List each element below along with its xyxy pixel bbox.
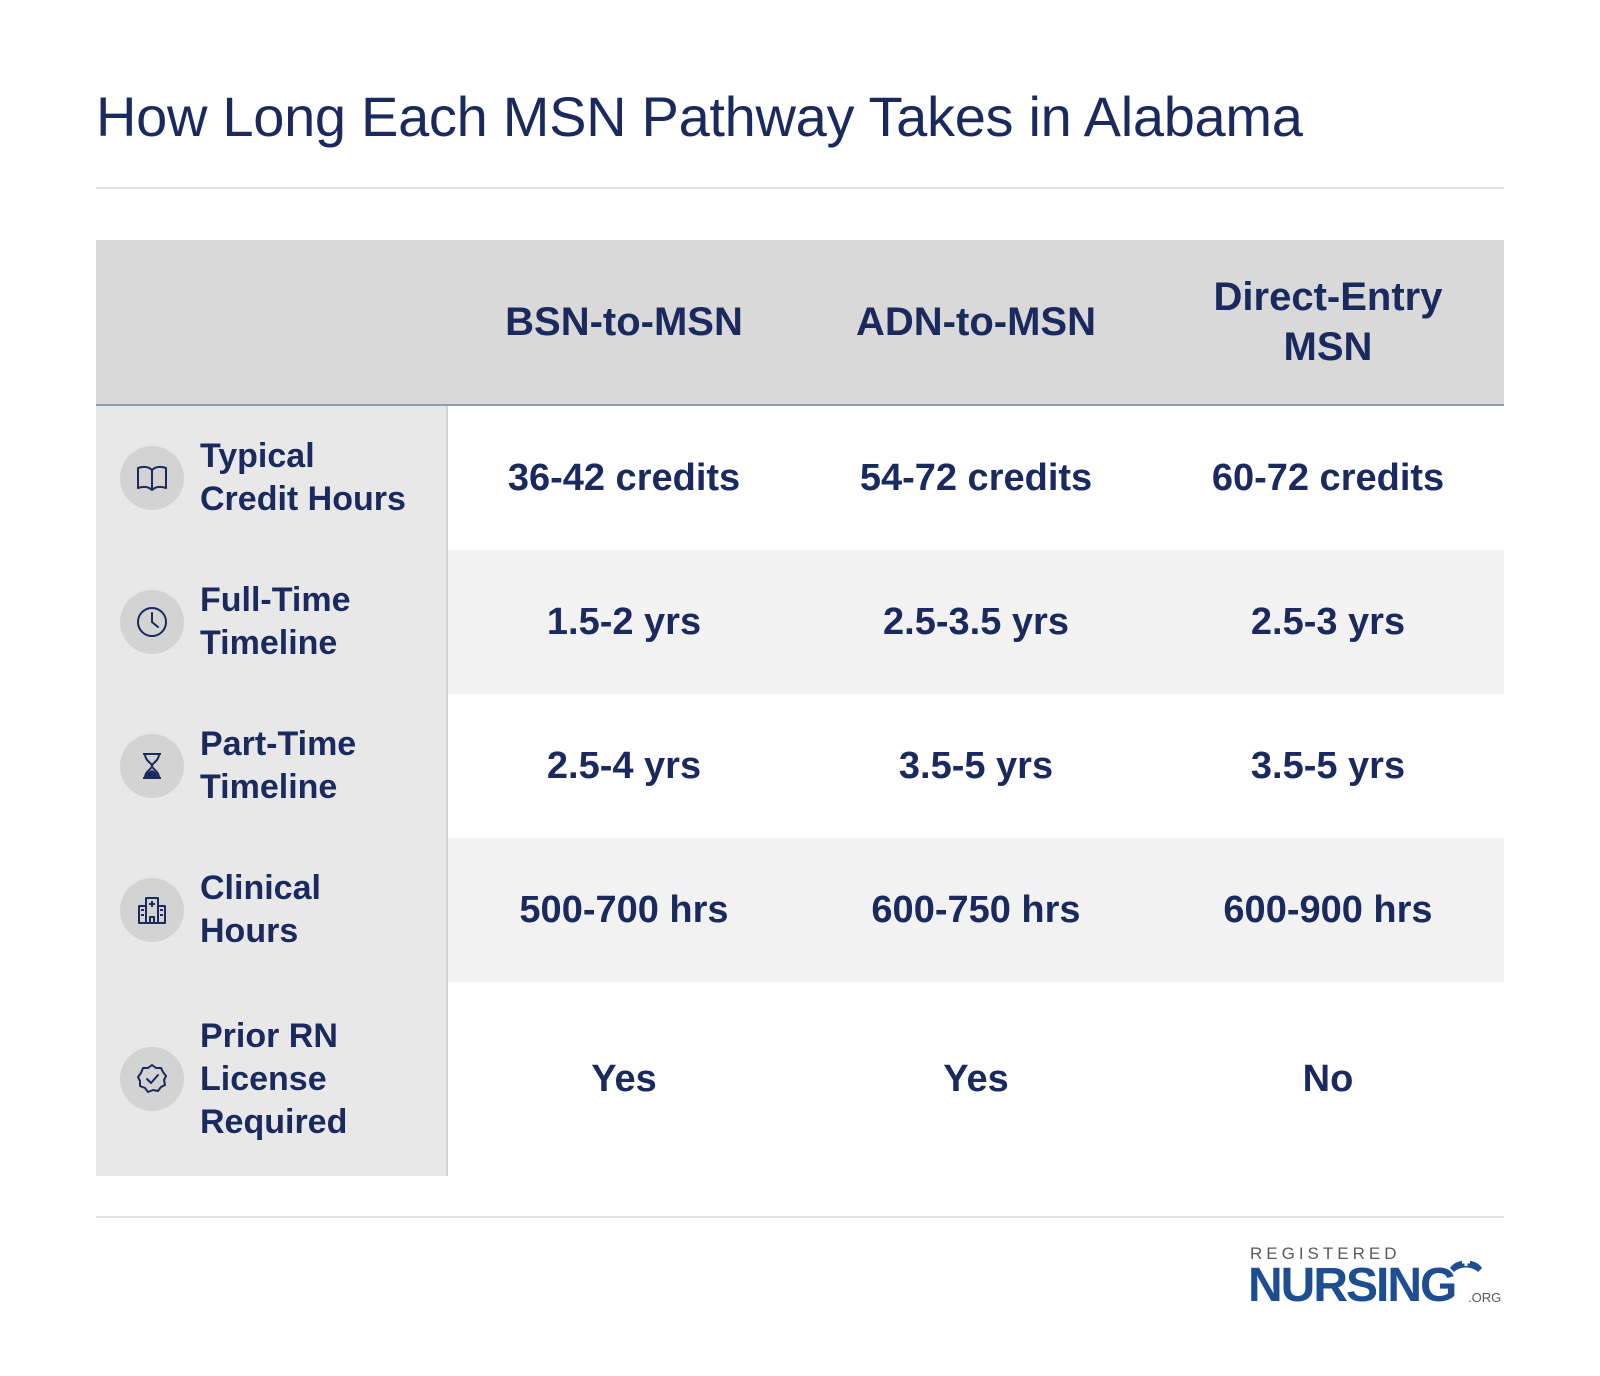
bottom-divider	[96, 1216, 1504, 1218]
row-label: Prior RN License Required	[200, 1016, 348, 1141]
row-label: Clinical Hours	[200, 869, 321, 950]
row-label-cell: Prior RN License Required	[96, 982, 448, 1176]
table-row: Part-Time Timeline 2.5-4 yrs 3.5-5 yrs 3…	[96, 694, 1504, 838]
clock-icon	[120, 590, 184, 654]
registered-nursing-logo: REGISTERED NURSING .ORG	[1248, 1244, 1504, 1312]
cell-value: 500-700 hrs	[448, 838, 800, 982]
cell-value: 3.5-5 yrs	[1152, 694, 1504, 838]
cell-value: 2.5-3 yrs	[1152, 550, 1504, 694]
cell-value: 3.5-5 yrs	[800, 694, 1152, 838]
top-divider	[96, 187, 1504, 189]
hospital-icon	[120, 878, 184, 942]
cell-value: Yes	[448, 982, 800, 1176]
cell-value: 1.5-2 yrs	[448, 550, 800, 694]
table-header: BSN-to-MSN ADN-to-MSN Direct-Entry MSN	[96, 240, 1504, 406]
cell-value: 2.5-3.5 yrs	[800, 550, 1152, 694]
page-title: How Long Each MSN Pathway Takes in Alaba…	[96, 85, 1303, 148]
table-row: Full-Time Timeline 1.5-2 yrs 2.5-3.5 yrs…	[96, 550, 1504, 694]
column-header-adn: ADN-to-MSN	[856, 300, 1096, 344]
cell-value: 600-750 hrs	[800, 838, 1152, 982]
cell-value: 36-42 credits	[448, 406, 800, 550]
cell-value: 54-72 credits	[800, 406, 1152, 550]
row-label-cell: Full-Time Timeline	[96, 550, 448, 694]
column-header-bsn: BSN-to-MSN	[505, 300, 743, 344]
header-corner	[96, 240, 448, 404]
logo-top-text: REGISTERED	[1250, 1244, 1401, 1263]
table-row: Prior RN License Required Yes Yes No	[96, 982, 1504, 1176]
cell-value: Yes	[800, 982, 1152, 1176]
cell-value: 600-900 hrs	[1152, 838, 1504, 982]
nurse-cap-icon	[1450, 1258, 1482, 1272]
table-row: Typical Credit Hours 36-42 credits 54-72…	[96, 406, 1504, 550]
cell-value: No	[1152, 982, 1504, 1176]
row-label-cell: Part-Time Timeline	[96, 694, 448, 838]
row-label-cell: Clinical Hours	[96, 838, 448, 982]
logo-main-text: NURSING	[1248, 1259, 1457, 1312]
comparison-table: BSN-to-MSN ADN-to-MSN Direct-Entry MSN T…	[96, 240, 1504, 1176]
cell-value: 2.5-4 yrs	[448, 694, 800, 838]
book-icon	[120, 446, 184, 510]
row-label-cell: Typical Credit Hours	[96, 406, 448, 550]
cell-value: 60-72 credits	[1152, 406, 1504, 550]
verified-badge-icon	[120, 1047, 184, 1111]
column-header-direct-entry: Direct-Entry MSN	[1213, 275, 1443, 369]
logo-suffix: .ORG	[1468, 1290, 1502, 1305]
row-label: Typical Credit Hours	[200, 437, 406, 518]
row-label: Full-Time Timeline	[200, 581, 351, 662]
row-label: Part-Time Timeline	[200, 725, 357, 806]
table-row: Clinical Hours 500-700 hrs 600-750 hrs 6…	[96, 838, 1504, 982]
hourglass-icon	[120, 734, 184, 798]
